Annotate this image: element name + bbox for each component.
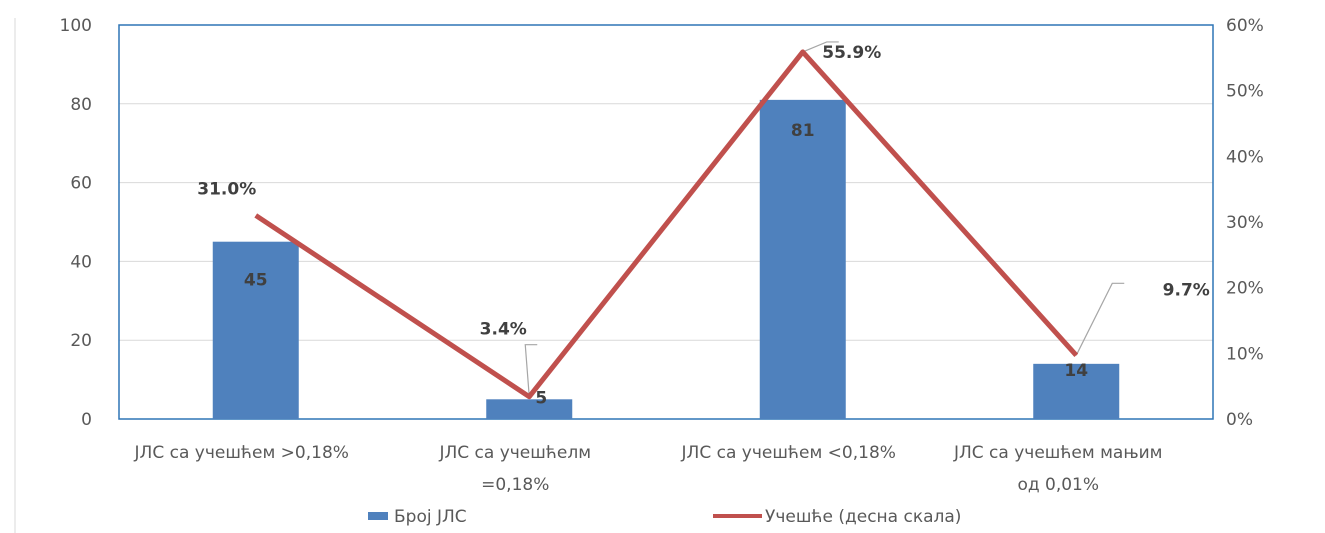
left-tick-label: 80 (70, 95, 92, 115)
left-tick-label: 0 (81, 410, 92, 430)
category-label: =0,18% (481, 475, 549, 495)
right-tick-label: 10% (1226, 344, 1264, 364)
plot-area-frame (118, 24, 1214, 420)
right-axis-ticks: 0% 10% 20% 30% 40% 50% 60% (1226, 16, 1264, 430)
left-axis-ticks: 0 20 40 60 80 100 (60, 16, 92, 430)
right-tick-label: 40% (1226, 147, 1264, 167)
line-value-label: 9.7% (1163, 280, 1210, 300)
bar-value-label: 81 (791, 121, 815, 141)
bar (212, 241, 299, 419)
line-data-labels: 31.0% 3.4% 55.9% 9.7% (197, 43, 1210, 340)
right-tick-label: 30% (1226, 213, 1264, 233)
bar-value-label: 5 (535, 388, 547, 408)
bar-value-label: 45 (244, 271, 268, 291)
legend-line-label: Учешће (десна скала) (765, 507, 961, 527)
category-labels: ЈЛС са учешћем >0,18% ЈЛС са учешћелм =0,1… (134, 443, 1163, 495)
bar-value-label: 14 (1064, 361, 1088, 381)
bar (486, 399, 573, 419)
category-label: ЈЛС са учешћем мањим (953, 443, 1163, 463)
leader-lines (524, 41, 1125, 397)
leader-line (524, 344, 538, 397)
legend: Број ЈЛС Учешће (десна скала) (368, 507, 961, 527)
line-value-label: 31.0% (197, 179, 256, 199)
line-series (254, 49, 1079, 400)
legend-bar-swatch (368, 512, 388, 520)
category-label: од 0,01% (1017, 475, 1099, 495)
right-tick-label: 50% (1226, 82, 1264, 102)
left-tick-label: 60 (70, 174, 92, 194)
line-path (254, 49, 1079, 400)
left-tick-label: 20 (70, 331, 92, 351)
bar-series (212, 99, 1120, 420)
line-value-label: 55.9% (822, 43, 881, 63)
left-tick-label: 100 (60, 16, 92, 36)
bar (1033, 363, 1120, 419)
bar-data-labels: 45 5 81 14 (244, 121, 1088, 408)
leader-line (802, 41, 839, 53)
legend-bar-label: Број ЈЛС (394, 507, 467, 527)
right-tick-label: 60% (1226, 16, 1264, 36)
right-tick-label: 20% (1226, 279, 1264, 299)
leader-line (1075, 282, 1125, 356)
left-tick-label: 40 (70, 252, 92, 272)
category-label: ЈЛС са учешћем <0,18% (681, 443, 896, 463)
line-value-label: 3.4% (480, 320, 527, 340)
category-label: ЈЛС са учешћелм (438, 443, 591, 463)
category-label: ЈЛС са учешћем >0,18% (134, 443, 349, 463)
bar (759, 99, 846, 420)
right-tick-label: 0% (1226, 410, 1253, 430)
